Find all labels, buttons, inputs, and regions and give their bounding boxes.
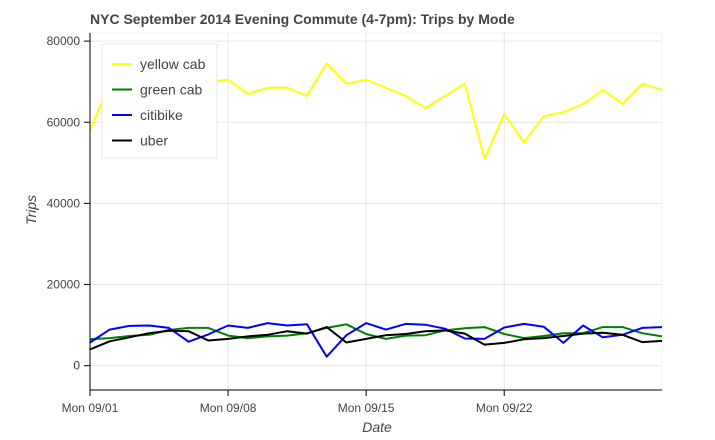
chart-title: NYC September 2014 Evening Commute (4-7p…	[90, 11, 515, 27]
axes: 0 20000 40000 60000 80000 Mon 09/01 Mon 09/08 M…	[47, 33, 662, 415]
y-tick-label: 0	[73, 359, 80, 373]
x-tick-label: Mon 09/01	[62, 401, 119, 415]
x-axis-title: Date	[362, 419, 392, 435]
legend-label-yellow-cab: yellow cab	[140, 56, 206, 72]
series-line-citibike	[89, 322, 663, 358]
legend-label-uber: uber	[140, 133, 168, 149]
legend-label-citibike: citibike	[140, 107, 183, 123]
y-tick-label: 20000	[47, 278, 81, 292]
y-tick-label: 60000	[47, 115, 81, 129]
legend: yellow cab green cab citibike uber	[101, 43, 218, 159]
y-tick-label: 80000	[47, 34, 81, 48]
x-tick-label: Mon 09/08	[200, 401, 257, 415]
x-tick-label: Mon 09/15	[338, 401, 395, 415]
y-tick-label: 40000	[47, 196, 81, 210]
x-tick-label: Mon 09/22	[476, 401, 533, 415]
y-axis-title: Trips	[23, 195, 39, 225]
series-layer	[89, 62, 663, 358]
series-line-uber	[89, 326, 663, 351]
legend-label-green-cab: green cab	[140, 82, 202, 98]
